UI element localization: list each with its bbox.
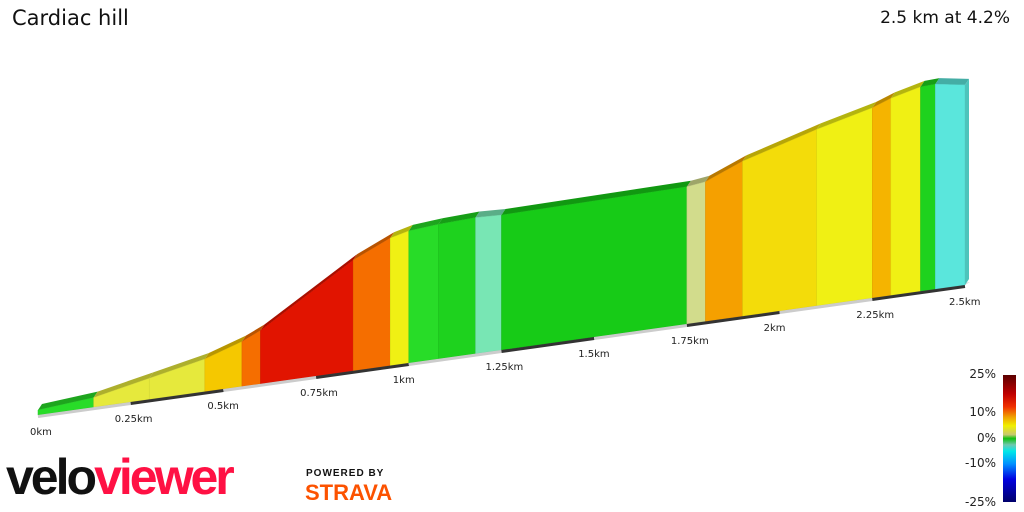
distance-label: 0.5km (207, 401, 238, 412)
legend-label: -10% (964, 456, 996, 470)
segment-top-surface (705, 155, 747, 182)
gradient-segment (475, 214, 502, 354)
legend-label: 10% (969, 405, 996, 419)
segment-top-surface (686, 175, 710, 187)
distance-label: 0.75km (300, 388, 338, 399)
segment-title: Cardiac hill (12, 6, 129, 30)
distance-axis-segment (223, 376, 317, 392)
gradient-segment (890, 86, 921, 296)
gradient-segment (705, 160, 743, 322)
distance-label: 1.75km (671, 336, 709, 347)
legend-label: 25% (969, 367, 996, 381)
segment-top-surface (742, 123, 821, 162)
segment-top-surface (816, 101, 877, 130)
gradient-segment (501, 186, 688, 351)
distance-label: 2.25km (856, 310, 894, 321)
profile-end-cap (965, 78, 969, 286)
segment-top-surface (408, 218, 443, 231)
distance-label: 0km (30, 427, 52, 438)
segment-top-surface (475, 208, 506, 218)
segment-top-surface (920, 78, 940, 87)
legend-label: -25% (964, 495, 996, 509)
logo-velo: velo (6, 449, 97, 505)
segment-top-surface (872, 92, 895, 108)
gradient-segment (390, 230, 410, 366)
distance-axis-segment (593, 324, 688, 340)
gradient-segment (260, 259, 354, 385)
distance-label: 1.5km (578, 349, 609, 360)
gradient-segment (872, 97, 892, 299)
gradient-segment (920, 83, 936, 292)
gradient-segment (408, 223, 439, 364)
distance-label: 0.25km (115, 414, 153, 425)
gradient-segment (742, 129, 817, 317)
segment-top-surface (935, 78, 969, 85)
distance-axis-segment (315, 363, 410, 379)
distance-label: 2.5km (949, 297, 980, 308)
legend-label: 0% (976, 431, 996, 445)
gradient-segment (935, 83, 966, 290)
distance-axis-segment (779, 298, 873, 314)
distance-axis-segment (130, 389, 224, 405)
segment-top-surface (149, 353, 209, 379)
distance-axis-segment (686, 311, 780, 327)
segment-top-surface (204, 335, 246, 360)
gradient-segment (352, 237, 391, 372)
gradient-segment (816, 107, 873, 307)
segment-top-surface (438, 211, 480, 225)
segment-top-surface (501, 180, 691, 215)
segment-summary: 2.5 km at 4.2% (880, 8, 1010, 28)
powered-by-label: POWERED BY (306, 468, 385, 479)
veloviewer-logo[interactable]: veloviewer (6, 449, 235, 505)
segment-top-surface (38, 391, 98, 410)
segment-top-surface (93, 372, 154, 398)
segment-top-surface (260, 254, 358, 331)
gradient-segment (686, 181, 706, 325)
segment-top-surface (890, 80, 925, 99)
gradient-segment (438, 217, 476, 360)
gradient-legend-bar (1003, 375, 1016, 502)
distance-label: 1km (393, 375, 415, 386)
segment-top-surface (353, 232, 395, 261)
segment-top-surface (390, 224, 413, 239)
strava-logo[interactable]: STRAVA (305, 480, 393, 505)
distance-label: 2km (764, 323, 786, 334)
distance-label: 1.25km (486, 362, 524, 373)
segment-top-surface (241, 324, 265, 342)
distance-axis-segment (872, 285, 966, 301)
distance-axis-segment (408, 350, 502, 366)
logo-viewer: viewer (94, 449, 235, 505)
distance-axis-segment (37, 402, 131, 418)
distance-axis-segment (501, 337, 595, 353)
